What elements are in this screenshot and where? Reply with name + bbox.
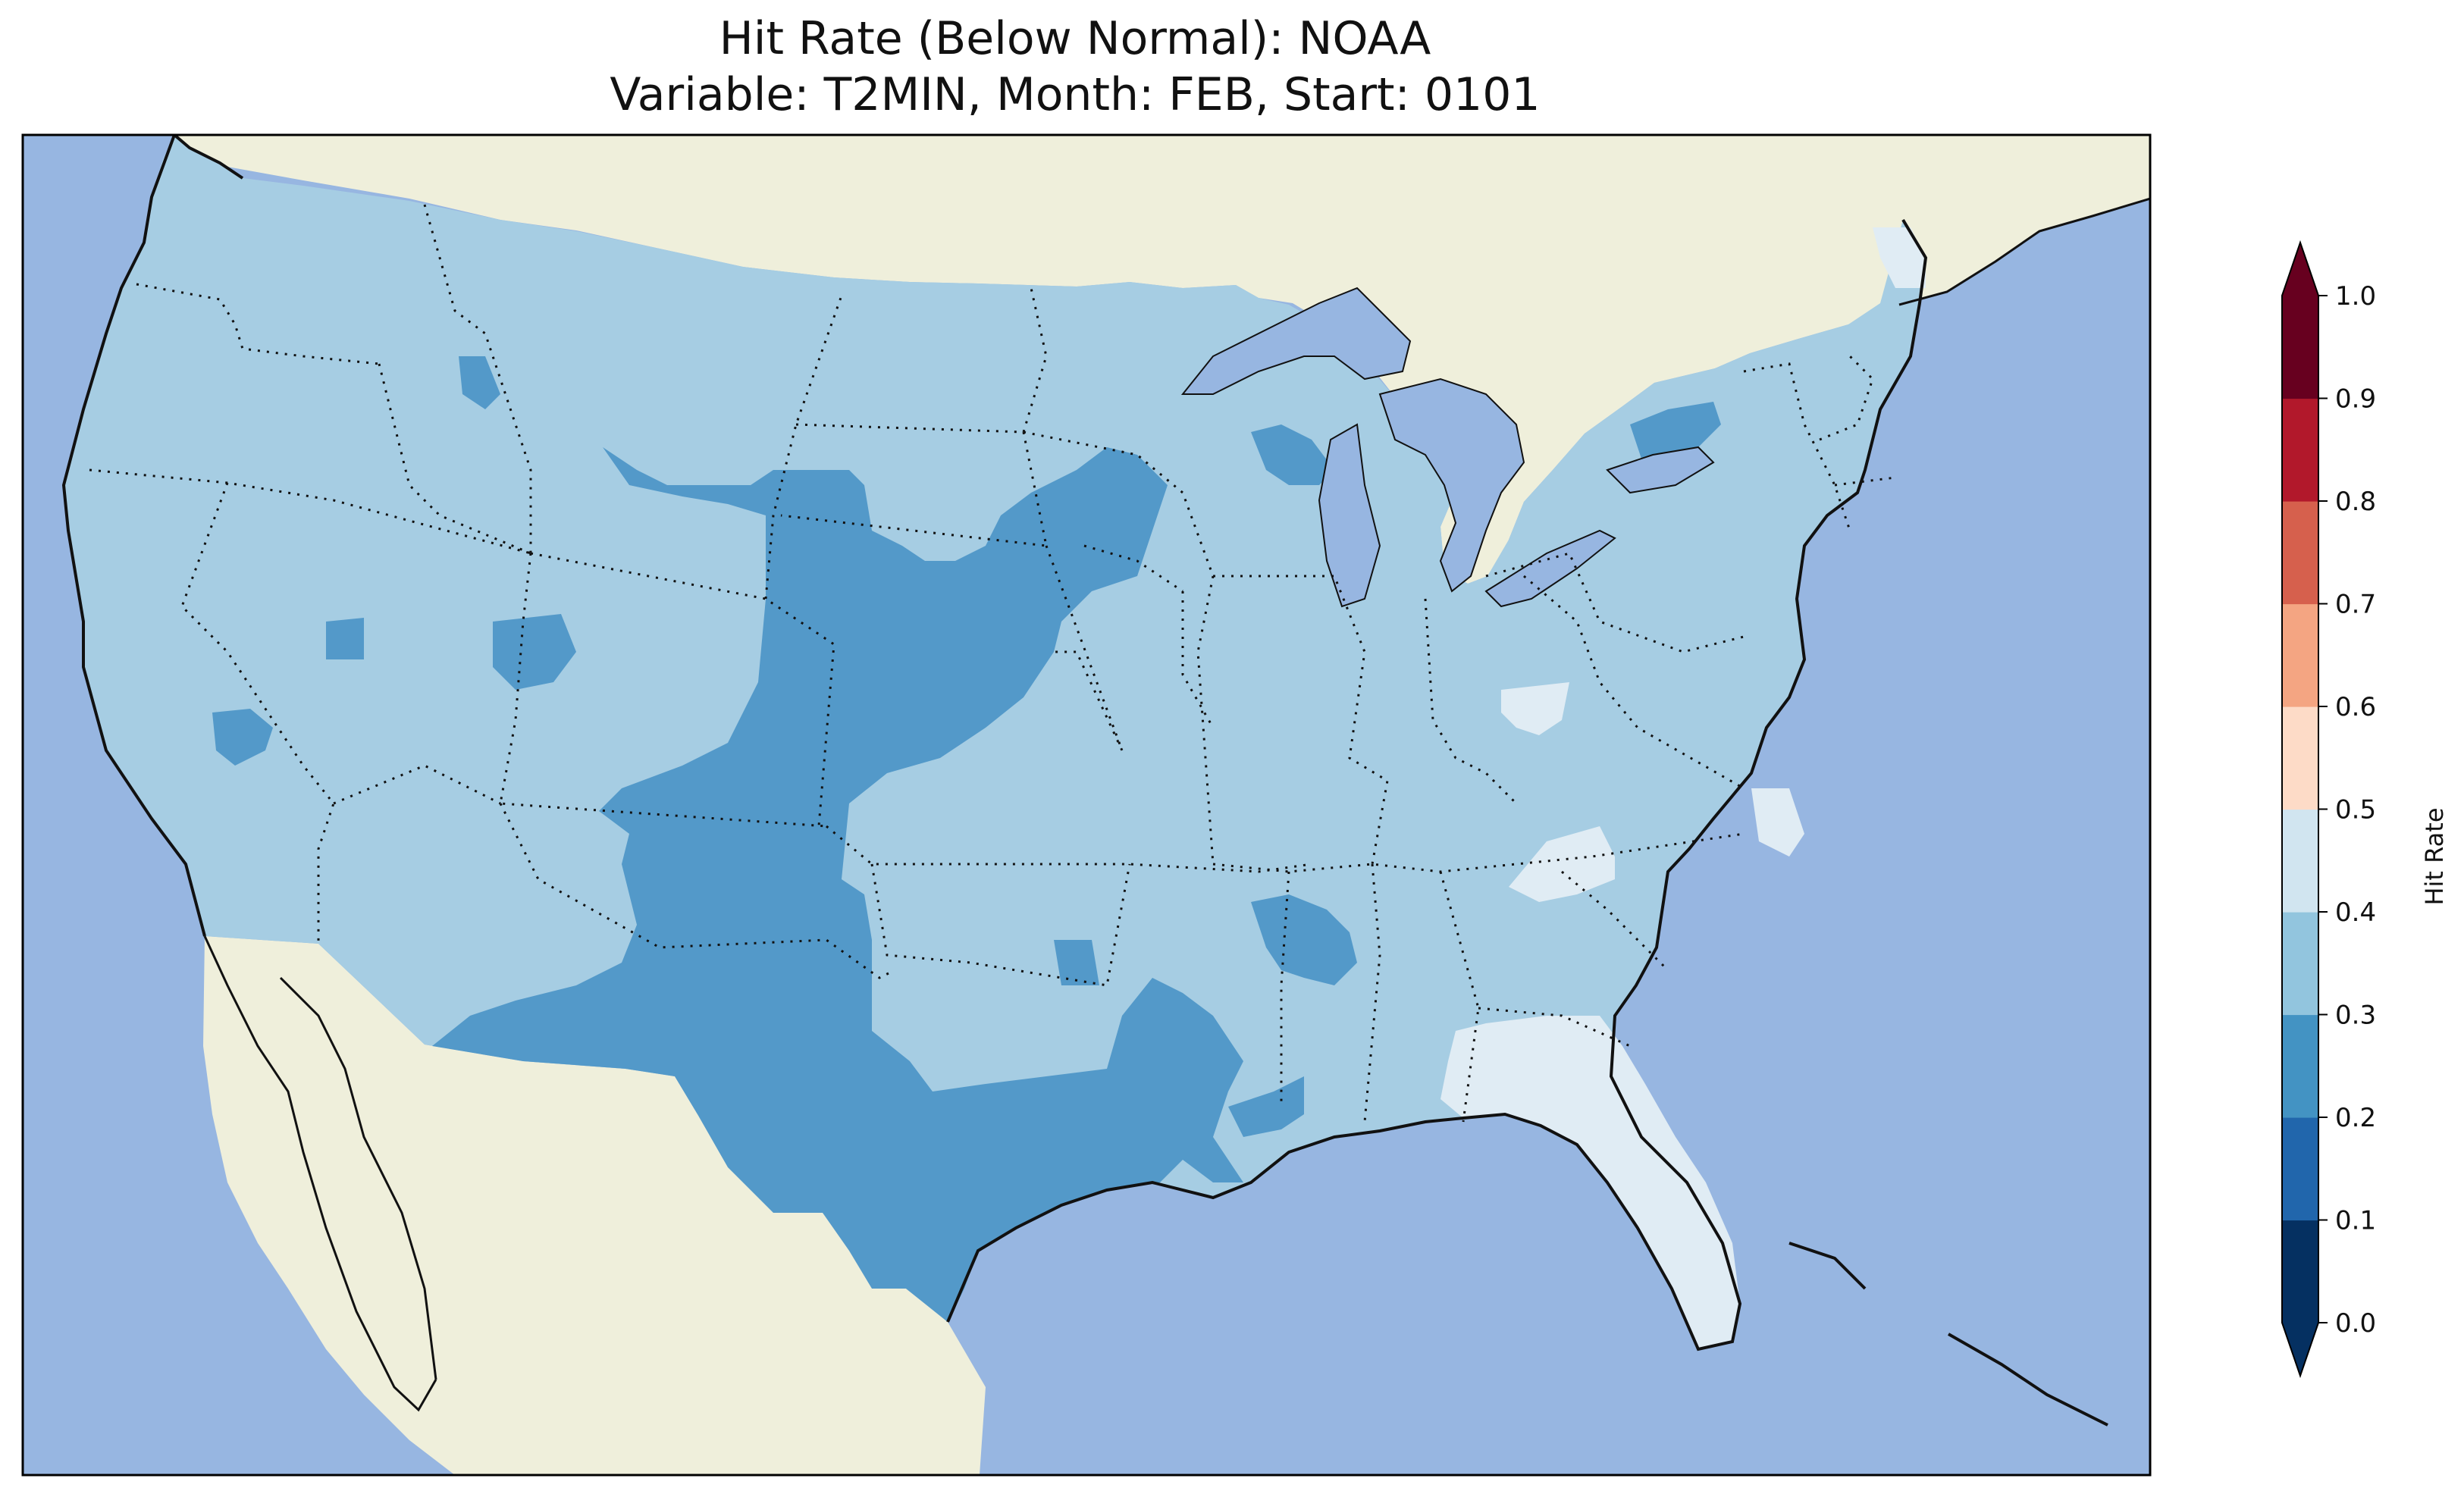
colorbar-tick-label: 0.2: [2335, 1103, 2376, 1133]
colorbar-segment: [2282, 398, 2318, 502]
bound-ok-tx: [870, 863, 1131, 987]
colorbar-segment: [2282, 603, 2318, 707]
bound-wy-co-ut: [530, 552, 835, 827]
colorbar-segment: [2282, 1014, 2318, 1118]
bound-or-ca-nv-id: [89, 468, 531, 555]
colorbar-segment: [2282, 501, 2318, 605]
bound-ia-mo-ks: [1181, 591, 1215, 728]
patch-florida-georgia-0.4-0.5: [1440, 1016, 1740, 1349]
colorbar-tick-label: 0.4: [2335, 897, 2376, 928]
patch-maine-0.4-0.5: [1873, 227, 1926, 288]
bound-nc-sc: [1561, 870, 1669, 972]
colorbar-tick-label: 0.5: [2335, 795, 2376, 825]
lake-ontario: [1606, 446, 1715, 494]
colorbar-tick-label: 1.0: [2335, 281, 2376, 312]
bound-id-mt: [378, 363, 531, 555]
patch-coast-0.4-0.5: [1751, 788, 1804, 857]
lake-erie: [1484, 529, 1616, 608]
bound-ne-ks: [1045, 545, 1124, 751]
patch-north-carolina-0.4-0.5: [1509, 826, 1615, 902]
colorbar-tick-label: 0.6: [2335, 692, 2376, 722]
patch-new-york-0.2-0.3: [1630, 402, 1721, 470]
bound-ny-vt-nh: [1743, 362, 1851, 531]
colorbar-segment: [2282, 809, 2318, 913]
colorbar-segment: [2282, 1117, 2318, 1221]
colorbar-tick-label: 0.9: [2335, 384, 2376, 415]
colorbar-segment: [2282, 1220, 2318, 1323]
patch-wisconsin-0.2-0.3: [1251, 424, 1334, 485]
colorbar-tick-label: 0.8: [2335, 487, 2376, 517]
colorbar-tick-label: 0.0: [2335, 1308, 2376, 1339]
coast-gulf-california: [279, 976, 437, 1380]
map-frame: [21, 133, 2152, 1477]
patch-montana-0.2-0.3: [459, 356, 500, 409]
patch-mississippi-0.2-0.3: [1251, 894, 1357, 985]
hit-rate-patches: [212, 227, 1926, 1349]
patch-nevada-0.2-0.3: [212, 709, 273, 766]
bound-mt-wy: [764, 295, 843, 600]
colorbar-tick-label: 0.3: [2335, 1001, 2376, 1031]
map-area: [23, 135, 2150, 1475]
map-title: Hit Rate (Below Normal): NOAA: [719, 12, 1431, 65]
bound-vt-nh-me: [1819, 355, 1874, 441]
canada-land: [174, 135, 2150, 584]
state-boundaries: [89, 204, 1896, 1123]
great-lakes: [1180, 287, 1715, 608]
bound-il-in-ky: [1213, 575, 1389, 865]
coast-pacific: [61, 135, 206, 937]
lake-michigan: [1318, 423, 1381, 608]
coastlines: [61, 135, 2150, 1427]
coast-cuba-bahamas: [1788, 1242, 1867, 1290]
bound-ms-al: [1363, 863, 1381, 1123]
coast-atlantic-gulf: [946, 218, 1928, 1351]
colorbar-extend-max: [2282, 243, 2318, 296]
bound-ca-nv: [180, 482, 335, 944]
colorbar-segment: [2282, 912, 2318, 1016]
colorbar-segment: [2282, 296, 2318, 399]
patch-west-virginia-0.4-0.5: [1501, 682, 1569, 735]
map-subtitle: Variable: T2MIN, Month: FEB, Start: 0101: [610, 68, 1541, 121]
colorbar-tick-label: 0.7: [2335, 590, 2376, 620]
patch-central-west-0.2-0.3: [432, 447, 1243, 1322]
coast-nw-strait: [173, 135, 244, 180]
colorbar-tick-label: 0.1: [2335, 1206, 2376, 1236]
bound-ar-la: [1280, 871, 1290, 1107]
bound-in-oh-wv: [1424, 598, 1518, 805]
colorbar: 0.0 0.1 0.2 0.3 0.4 0.5 0.6 0.7 0.8 0.9 1.0: [2281, 240, 2376, 1379]
bound-id-mt-2: [423, 204, 532, 553]
bound-nv-az: [333, 764, 501, 805]
lake-superior: [1180, 287, 1412, 395]
patch-wyoming-0.2-0.3: [493, 614, 576, 690]
bound-nv-ut-az: [499, 553, 827, 828]
colorbar-segment: [2282, 706, 2318, 810]
coast-nova-scotia: [1898, 197, 2150, 306]
colorbar-extend-min: [2282, 1323, 2318, 1376]
lake-huron: [1378, 377, 1525, 593]
bound-ne-ia: [1083, 544, 1183, 593]
bound-ga-fl: [1478, 1007, 1631, 1048]
bound-va-wv: [1523, 575, 1745, 790]
baja-peninsula-land: [277, 978, 436, 1410]
bound-ma-ct: [1834, 476, 1896, 487]
bound-al-ga: [1439, 871, 1480, 1123]
coast-cuba: [1948, 1333, 2108, 1427]
patch-idaho-0.2-0.3: [326, 618, 364, 659]
patch-oklahoma-0.2-0.3: [1054, 940, 1099, 985]
patch-louisiana-0.2-0.3: [1228, 1076, 1304, 1137]
colorbar-label: Hit Rate: [2420, 807, 2449, 905]
coast-baja-west: [203, 935, 437, 1412]
